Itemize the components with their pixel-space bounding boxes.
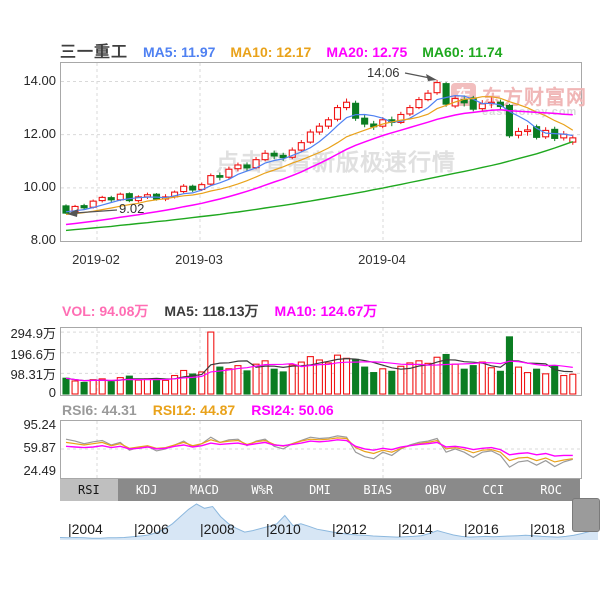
indicator-tab-bias[interactable]: BIAS [363, 483, 393, 497]
price-y-tick-3: 8.00 [30, 232, 56, 247]
chart-header: 三一重工 MA5: 11.97 MA10: 12.17 MA20: 12.75 MA6… [60, 38, 517, 62]
price-x-tick-1: 2019-03 [175, 252, 223, 267]
indicator-tab-obv[interactable]: OBV [424, 483, 447, 497]
price-x-tick-2: 2019-04 [358, 252, 406, 267]
volume-y-tick-1: 196.6万 [10, 346, 56, 362]
rsi-label-0: RSI6: 44.31 [62, 402, 137, 418]
indicator-tab-wr[interactable]: W%R [251, 483, 274, 497]
stock-name: 三一重工 [60, 44, 129, 61]
indicator-tab-roc[interactable]: ROC [540, 483, 562, 497]
rsi-legend: RSI6: 44.31 RSI12: 44.87 RSI24: 50.06 [62, 402, 334, 418]
volume-label-2: MA10: 124.67万 [274, 303, 378, 319]
indicator-tab-dmi[interactable]: DMI [309, 483, 331, 497]
navigator-year-2004: |2004 [68, 521, 103, 537]
indicator-tab-rsi[interactable]: RSI [60, 479, 118, 501]
volume-label-0: VOL: 94.08万 [62, 303, 149, 319]
navigator-area-chart [59, 503, 599, 540]
price-ma-legend: MA5: 11.97 MA10: 12.17 MA20: 12.75 MA60: 11… [143, 44, 517, 62]
watermark-logo-text: 东方财富网 [482, 87, 587, 109]
navigator-year-2014: |2014 [398, 521, 433, 537]
volume-label-1: MA5: 118.13万 [164, 303, 259, 319]
volume-chart [61, 328, 581, 395]
navigator-year-2008: |2008 [200, 521, 235, 537]
navigator-year-2012: |2012 [332, 521, 367, 537]
navigator-year-2018: |2018 [530, 521, 565, 537]
volume-y-tick-2: 98.31万 [10, 367, 56, 383]
indicator-tab-bar: RSI KDJ MACD W%R DMI BIAS OBV CCI ROC [60, 479, 580, 501]
indicator-tab-kdj[interactable]: KDJ [135, 483, 158, 497]
candlestick-chart [61, 63, 581, 241]
price-ma-label-3: MA60: 11.74 [422, 44, 503, 60]
annotation-high-price: 14.06 [367, 65, 400, 80]
navigator-year-2016: |2016 [464, 521, 499, 537]
price-x-tick-0: 2019-02 [72, 252, 120, 267]
rsi-label-2: RSI24: 50.06 [251, 402, 334, 418]
price-y-tick-1: 12.00 [23, 125, 56, 141]
price-chart-panel: 东 东方财富网 eastmoney.com 点击查看新版极速行情 14.06 9… [60, 62, 586, 242]
rsi-y-tick-1: 59.87 [23, 439, 56, 455]
price-ma-label-0: MA5: 11.97 [143, 44, 216, 60]
volume-y-tick-3: 0 [48, 385, 56, 400]
price-y-tick-2: 10.00 [23, 178, 56, 194]
price-y-tick-0: 14.00 [23, 72, 56, 88]
rsi-chart [61, 421, 581, 478]
rsi-chart-panel [60, 420, 582, 479]
navigator-drag-handle[interactable] [572, 498, 600, 532]
price-ma-label-1: MA10: 12.17 [230, 44, 312, 60]
volume-chart-panel [60, 327, 582, 396]
indicator-tab-cci[interactable]: CCI [482, 483, 505, 497]
rsi-y-tick-2: 24.49 [23, 463, 56, 478]
history-navigator[interactable]: |2004 |2006 |2008 |2010 |2012 |2014 |2016 |2018 [59, 502, 599, 542]
rsi-y-tick-0: 95.24 [23, 417, 56, 432]
annotation-low-price: 9.02 [119, 201, 145, 216]
volume-y-tick-0: 294.9万 [10, 326, 56, 342]
navigator-year-2006: |2006 [134, 521, 169, 537]
navigator-year-2010: |2010 [266, 521, 301, 537]
indicator-tab-macd[interactable]: MACD [190, 483, 219, 497]
price-ma-label-2: MA20: 12.75 [326, 44, 408, 60]
rsi-label-1: RSI12: 44.87 [152, 402, 236, 418]
volume-legend: VOL: 94.08万 MA5: 118.13万 MA10: 124.67万 [62, 301, 377, 321]
